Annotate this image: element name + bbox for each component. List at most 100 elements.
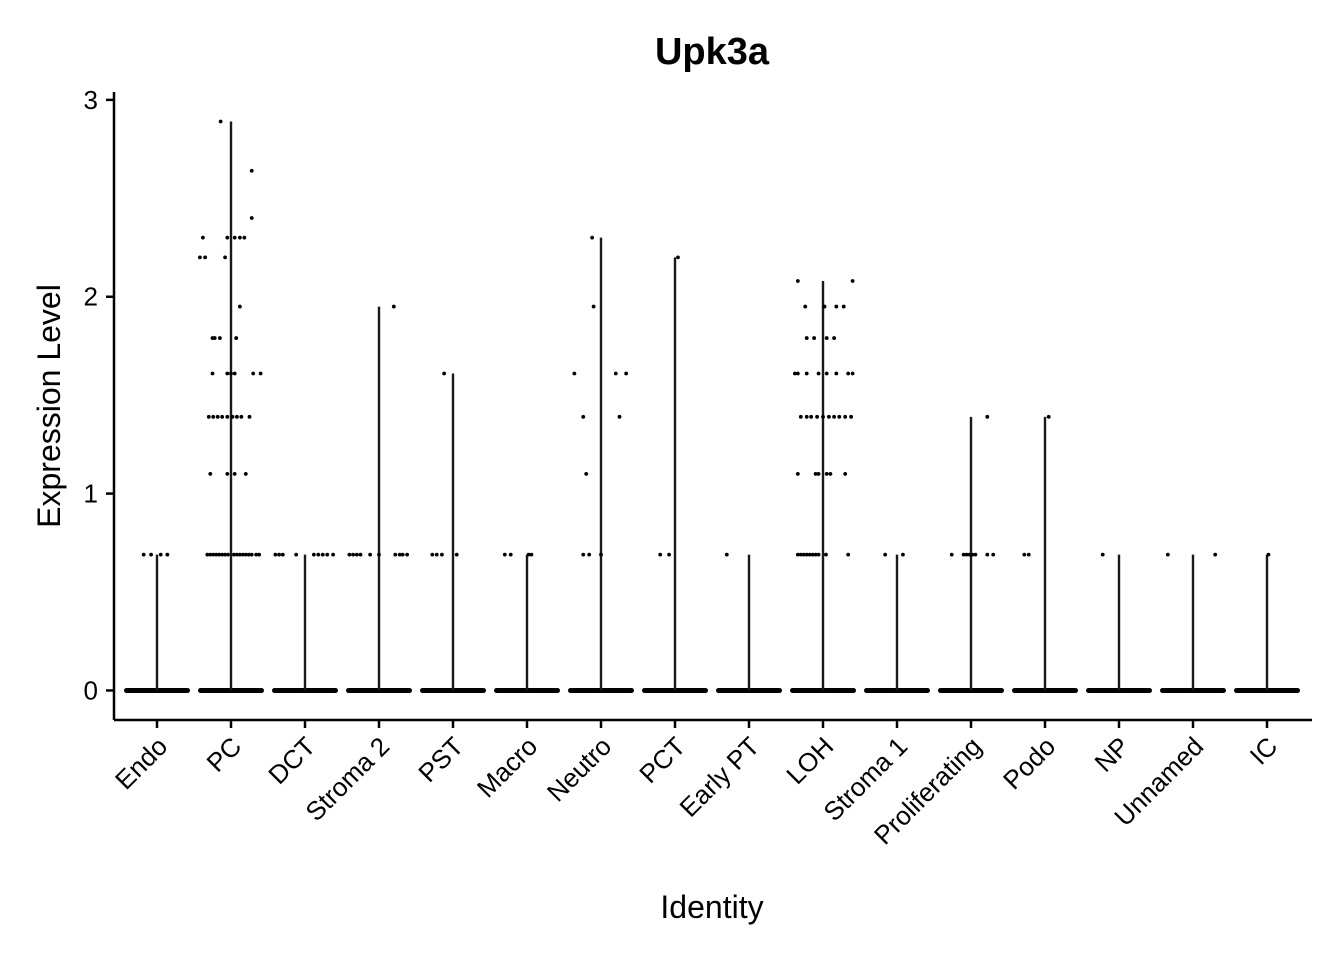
point-6-9 bbox=[587, 552, 592, 557]
point-1-0 bbox=[198, 255, 202, 260]
point-3-4 bbox=[368, 552, 373, 557]
point-9-13 bbox=[816, 371, 821, 376]
point-3-6 bbox=[393, 552, 398, 557]
point-9-41 bbox=[816, 552, 821, 557]
point-2-8 bbox=[331, 552, 336, 557]
point-9-24 bbox=[832, 414, 836, 419]
point-9-22 bbox=[821, 414, 825, 419]
point-6-8 bbox=[581, 552, 586, 557]
point-1-11 bbox=[237, 304, 242, 309]
point-1-43 bbox=[232, 552, 236, 557]
point-1-45 bbox=[237, 552, 242, 557]
point-9-7 bbox=[812, 336, 817, 340]
point-1-47 bbox=[243, 552, 248, 557]
point-9-16 bbox=[846, 371, 851, 376]
point-3-5 bbox=[377, 552, 381, 557]
point-9-5 bbox=[841, 304, 846, 309]
point-9-9 bbox=[832, 336, 836, 340]
point-1-2 bbox=[203, 255, 208, 260]
point-1-42 bbox=[226, 552, 230, 557]
point-6-7 bbox=[584, 472, 589, 476]
point-0-0 bbox=[141, 552, 146, 557]
point-1-49 bbox=[249, 552, 254, 557]
point-7-0 bbox=[658, 552, 663, 557]
point-1-21 bbox=[258, 371, 263, 376]
point-4-2 bbox=[440, 552, 444, 557]
point-1-5 bbox=[225, 235, 230, 240]
point-12-0 bbox=[1022, 552, 1027, 557]
point-1-3 bbox=[218, 119, 223, 124]
point-9-19 bbox=[804, 414, 809, 419]
point-3-2 bbox=[354, 552, 359, 557]
point-1-17 bbox=[225, 371, 230, 376]
point-1-18 bbox=[229, 371, 233, 376]
point-1-8 bbox=[242, 235, 247, 240]
x-tick-label: PST bbox=[412, 731, 469, 788]
point-9-39 bbox=[810, 552, 815, 557]
point-3-1 bbox=[351, 552, 355, 557]
point-4-1 bbox=[434, 552, 439, 557]
point-9-37 bbox=[804, 552, 809, 557]
point-1-13 bbox=[212, 336, 217, 340]
x-tick-label: Podo bbox=[997, 731, 1061, 795]
point-1-36 bbox=[208, 552, 213, 557]
point-1-10 bbox=[249, 216, 254, 220]
y-tick-label: 2 bbox=[84, 282, 98, 312]
point-9-40 bbox=[813, 552, 818, 557]
point-9-8 bbox=[824, 336, 829, 340]
point-2-6 bbox=[320, 552, 325, 557]
point-1-44 bbox=[235, 552, 239, 557]
point-1-35 bbox=[205, 552, 210, 557]
point-9-30 bbox=[816, 472, 821, 476]
point-1-29 bbox=[239, 414, 244, 419]
point-2-7 bbox=[325, 552, 330, 557]
point-1-1 bbox=[200, 235, 205, 240]
point-1-27 bbox=[230, 414, 235, 419]
point-9-27 bbox=[849, 414, 854, 419]
point-3-10 bbox=[391, 304, 396, 309]
point-6-1 bbox=[591, 304, 596, 309]
point-9-11 bbox=[795, 371, 800, 376]
point-9-28 bbox=[795, 472, 800, 476]
point-1-4 bbox=[223, 255, 227, 260]
point-9-42 bbox=[824, 552, 828, 557]
point-11-7 bbox=[991, 552, 996, 557]
point-6-2 bbox=[572, 371, 577, 376]
point-1-26 bbox=[225, 414, 230, 419]
point-0-1 bbox=[149, 552, 153, 557]
point-9-18 bbox=[798, 414, 803, 419]
point-1-20 bbox=[251, 371, 256, 376]
point-9-6 bbox=[804, 336, 809, 340]
point-4-4 bbox=[442, 371, 447, 376]
point-12-2 bbox=[1046, 414, 1051, 419]
point-3-9 bbox=[405, 552, 410, 557]
point-6-4 bbox=[624, 371, 629, 376]
point-6-10 bbox=[599, 552, 603, 557]
point-1-15 bbox=[234, 336, 239, 340]
point-1-32 bbox=[225, 472, 230, 476]
point-1-28 bbox=[235, 414, 239, 419]
point-1-46 bbox=[240, 552, 245, 557]
x-tick-label: DCT bbox=[262, 731, 321, 790]
point-3-8 bbox=[400, 552, 405, 557]
point-3-3 bbox=[358, 552, 363, 557]
point-2-1 bbox=[277, 552, 281, 557]
point-14-0 bbox=[1165, 552, 1170, 557]
point-1-30 bbox=[247, 414, 252, 419]
point-2-3 bbox=[294, 552, 299, 557]
point-9-4 bbox=[834, 304, 839, 309]
point-1-51 bbox=[257, 552, 262, 557]
point-9-25 bbox=[837, 414, 842, 419]
point-1-24 bbox=[215, 414, 220, 419]
x-tick-label: NP bbox=[1088, 731, 1135, 778]
point-9-38 bbox=[807, 552, 812, 557]
point-13-0 bbox=[1100, 552, 1105, 557]
point-9-0 bbox=[795, 279, 800, 283]
point-1-41 bbox=[223, 552, 227, 557]
point-11-0 bbox=[949, 552, 954, 557]
point-9-34 bbox=[795, 552, 800, 557]
point-1-37 bbox=[211, 552, 216, 557]
point-1-38 bbox=[214, 552, 219, 557]
point-6-6 bbox=[617, 414, 622, 419]
x-tick-label: PC bbox=[200, 731, 247, 778]
